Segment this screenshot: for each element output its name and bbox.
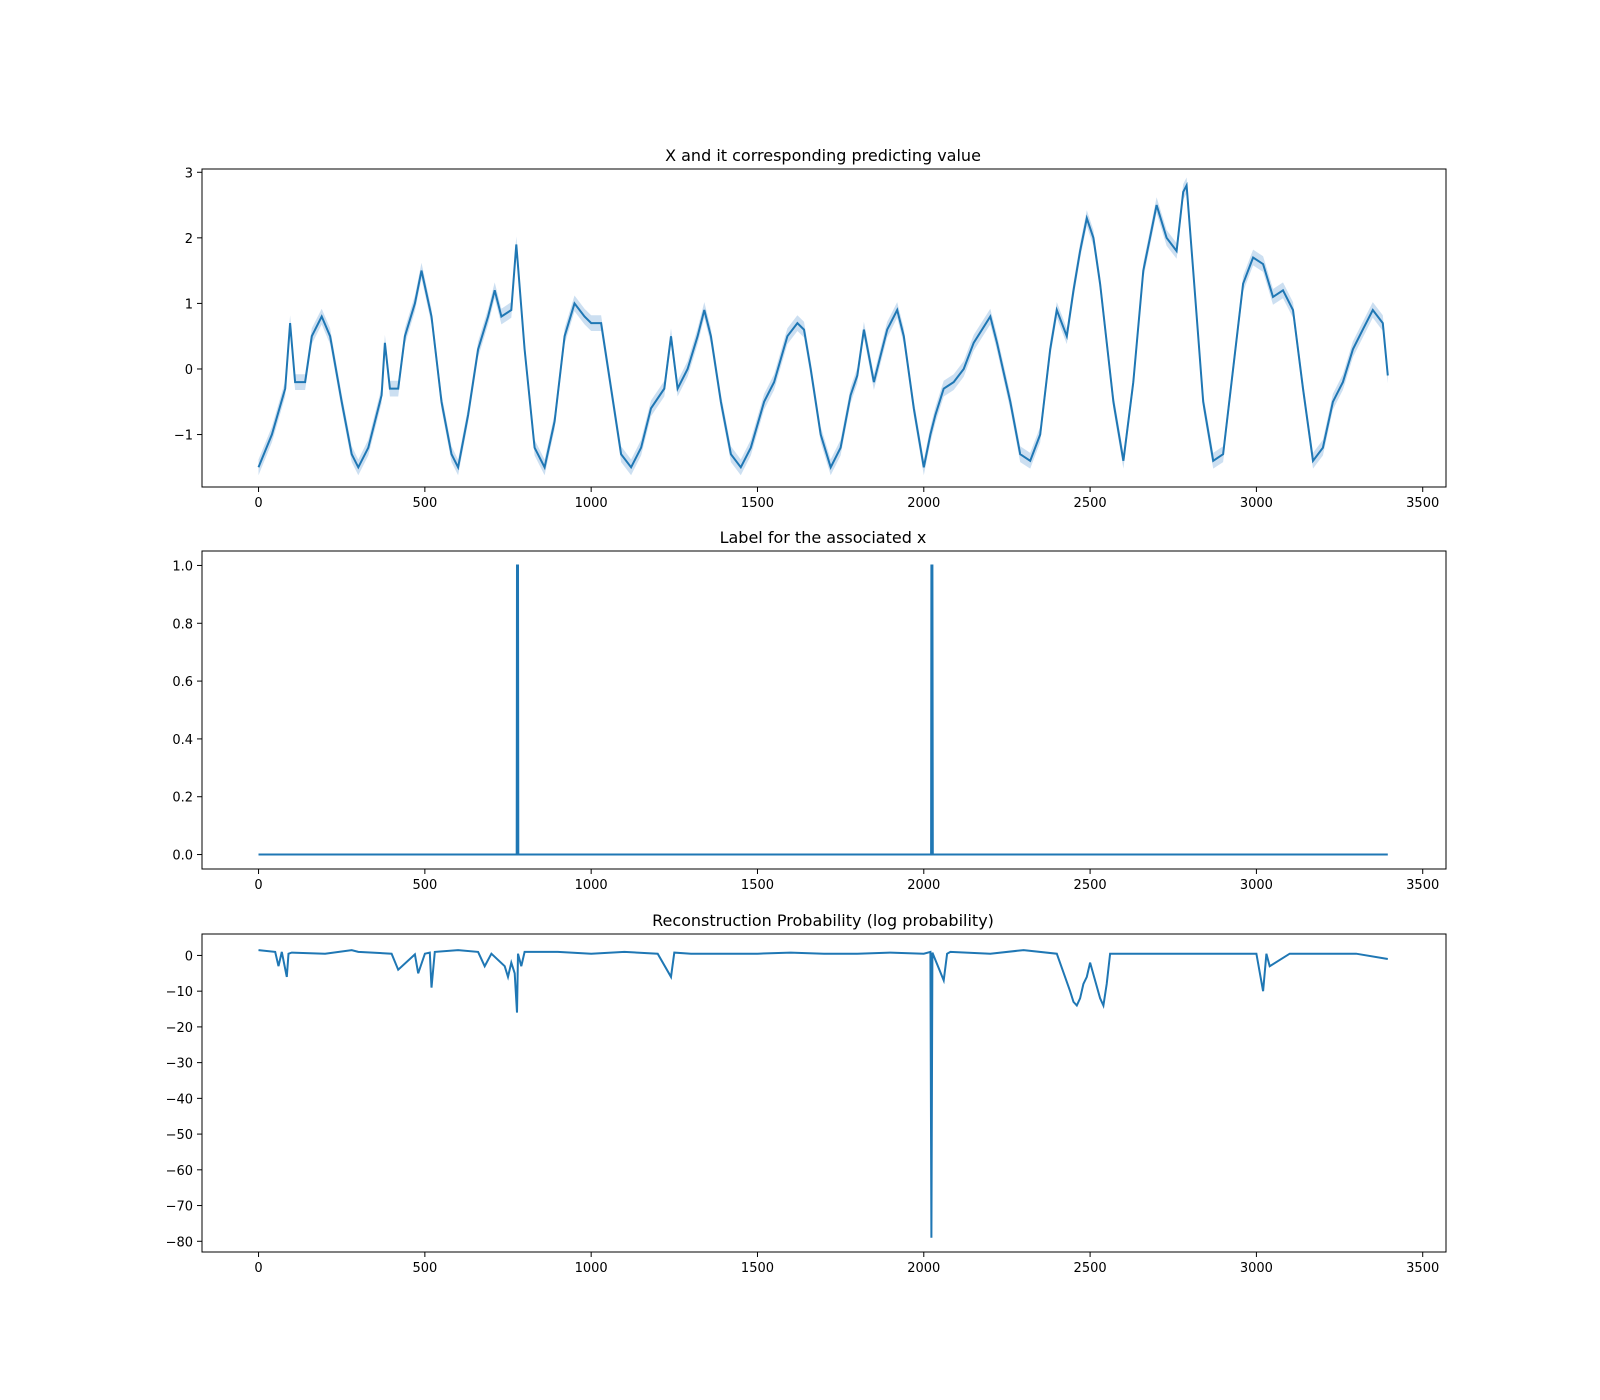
top-x-tick-label: 0 (254, 496, 262, 511)
bottom-y-tick-label: −60 (166, 1164, 193, 1179)
top-series-lines (257, 181, 1389, 471)
middle-y-tick-label: 0.8 (172, 617, 193, 632)
top-x-tick-label: 1500 (741, 496, 774, 511)
middle-y-tick-label: 0.6 (172, 675, 193, 690)
bottom-subplot: Reconstruction Probability (log probabil… (166, 911, 1447, 1276)
bottom-x-tick-label: 1000 (575, 1261, 608, 1276)
bottom-y-tick-label: −70 (166, 1200, 193, 1215)
top-x-ticks: 0 500 1000 1500 2000 2500 3000 3500 (254, 487, 1439, 511)
top-plot-frame (201, 168, 1447, 488)
bottom-y-tick-label: −20 (166, 1021, 193, 1036)
bottom-x-ticks: 0 500 1000 1500 2000 2500 3000 3500 (254, 1252, 1439, 1276)
top-x-tick-label: 2000 (907, 496, 940, 511)
middle-subplot: Label for the associated x 0 500 1000 1500 2… (172, 528, 1447, 893)
top-y-tick-label: 2 (185, 232, 193, 247)
top-x-tick-label: 500 (412, 496, 437, 511)
bottom-x-tick-label: 2000 (907, 1261, 940, 1276)
bottom-y-tick-label: 0 (185, 949, 193, 964)
bottom-y-tick-label: −80 (166, 1235, 193, 1250)
bottom-y-tick-label: −50 (166, 1128, 193, 1143)
top-y-tick-label: 0 (185, 363, 193, 378)
bottom-x-tick-label: 2500 (1074, 1261, 1107, 1276)
middle-y-tick-label: 0.2 (172, 791, 193, 806)
top-y-tick-label: 3 (185, 166, 193, 181)
bottom-subplot-title: Reconstruction Probability (log probabil… (652, 911, 994, 930)
middle-y-tick-label: 1.0 (172, 559, 193, 574)
bottom-x-tick-label: 3500 (1406, 1261, 1439, 1276)
top-subplot-title: X and it corresponding predicting value (665, 146, 981, 165)
middle-series-line-0 (258, 564, 1388, 856)
middle-x-tick-label: 2000 (907, 878, 940, 893)
top-x-tick-label: 3000 (1240, 496, 1273, 511)
bottom-y-ticks: 0 −10 −20 −30 −40 −50 −60 −70 −80 (166, 949, 202, 1250)
middle-x-tick-label: 1500 (741, 878, 774, 893)
middle-x-tick-label: 1000 (575, 878, 608, 893)
middle-x-tick-label: 500 (412, 878, 437, 893)
middle-x-tick-label: 3000 (1240, 878, 1273, 893)
middle-y-tick-label: 0.0 (172, 849, 193, 864)
bottom-y-tick-label: −40 (166, 1092, 193, 1107)
top-x-tick-label: 1000 (575, 496, 608, 511)
bottom-plot-frame (201, 933, 1447, 1253)
bottom-series-line-0 (258, 949, 1388, 1238)
top-x-tick-label: 2500 (1074, 496, 1107, 511)
middle-y-ticks: 0.0 0.2 0.4 0.6 0.8 1.0 (172, 559, 202, 864)
middle-y-tick-label: 0.4 (172, 733, 193, 748)
top-y-ticks: −1 0 1 2 3 (174, 166, 202, 444)
top-y-tick-label: 1 (185, 297, 193, 312)
bottom-x-tick-label: 0 (254, 1261, 262, 1276)
bottom-x-tick-label: 1500 (741, 1261, 774, 1276)
bottom-y-tick-label: −10 (166, 985, 193, 1000)
bottom-series-lines (258, 949, 1388, 1238)
top-series-line-0 (257, 181, 1389, 471)
middle-x-tick-label: 3500 (1406, 878, 1439, 893)
middle-x-ticks: 0 500 1000 1500 2000 2500 3000 3500 (254, 869, 1439, 893)
middle-x-tick-label: 0 (254, 878, 262, 893)
bottom-y-tick-label: −30 (166, 1057, 193, 1072)
bottom-x-tick-label: 3000 (1240, 1261, 1273, 1276)
top-subplot: X and it corresponding predicting value … (174, 146, 1447, 511)
top-y-tick-label: −1 (174, 429, 193, 444)
middle-plot-frame (201, 550, 1447, 870)
middle-series-lines (258, 564, 1388, 856)
middle-x-tick-label: 2500 (1074, 878, 1107, 893)
top-x-tick-label: 3500 (1406, 496, 1439, 511)
middle-subplot-title: Label for the associated x (720, 528, 927, 547)
bottom-x-tick-label: 500 (412, 1261, 437, 1276)
